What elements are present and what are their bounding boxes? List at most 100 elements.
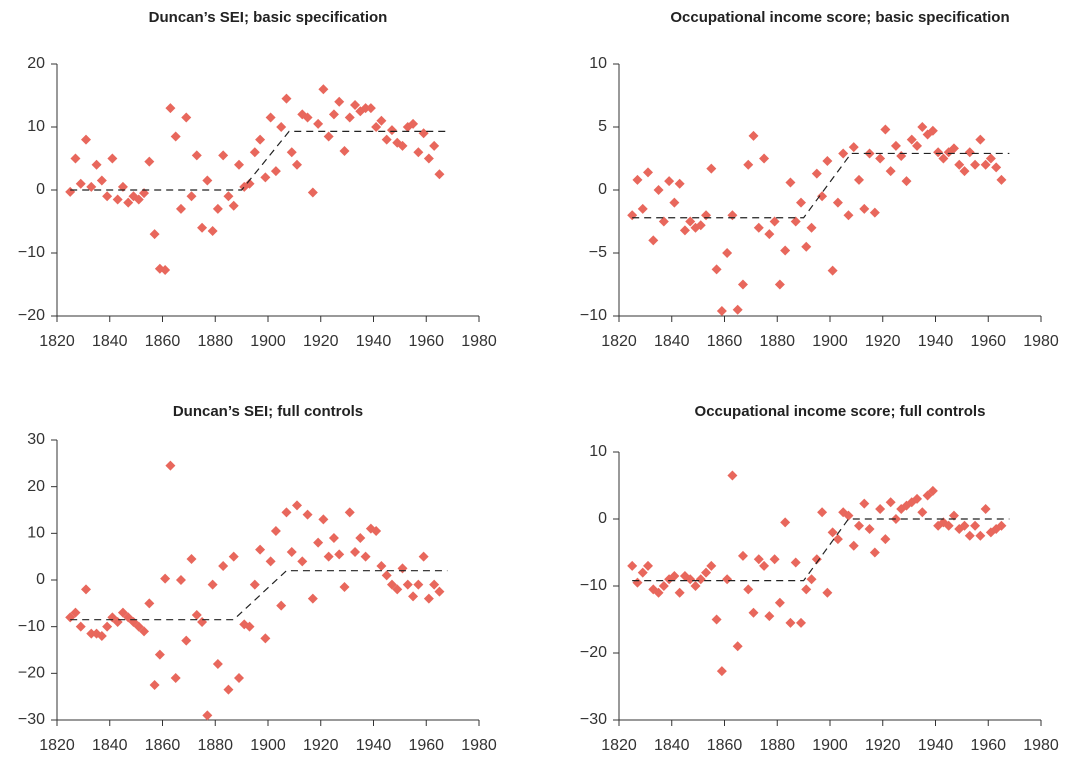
point bbox=[653, 587, 664, 598]
x-tick-label: 1880 bbox=[759, 333, 795, 350]
point bbox=[674, 178, 685, 189]
point bbox=[260, 633, 271, 644]
point bbox=[339, 145, 350, 156]
point bbox=[423, 153, 434, 164]
point bbox=[695, 574, 706, 585]
x-tick-label: 1900 bbox=[812, 333, 848, 350]
point bbox=[96, 631, 107, 641]
point bbox=[996, 520, 1007, 531]
point bbox=[927, 125, 938, 136]
point bbox=[632, 174, 643, 185]
point bbox=[186, 554, 197, 564]
point bbox=[743, 584, 754, 595]
point bbox=[959, 166, 970, 177]
x-tick-label: 1860 bbox=[145, 333, 181, 350]
point bbox=[627, 560, 638, 571]
y-tick-label: −30 bbox=[18, 711, 45, 728]
point bbox=[627, 210, 638, 221]
point bbox=[144, 156, 155, 167]
point bbox=[806, 222, 817, 233]
x-tick-label: 1840 bbox=[654, 737, 690, 754]
point bbox=[265, 556, 276, 567]
point bbox=[334, 96, 345, 107]
x-tick-label: 1980 bbox=[1023, 333, 1059, 350]
y-tick-label: 0 bbox=[36, 571, 45, 588]
point bbox=[376, 561, 387, 571]
point bbox=[102, 621, 113, 632]
point bbox=[139, 188, 150, 199]
point bbox=[685, 574, 696, 585]
x-tick-label: 1980 bbox=[1023, 737, 1059, 754]
point bbox=[832, 197, 843, 208]
point bbox=[307, 593, 318, 604]
point bbox=[244, 621, 255, 632]
point bbox=[869, 207, 880, 218]
point bbox=[313, 118, 324, 129]
point bbox=[658, 581, 669, 591]
x-tick-label: 1880 bbox=[759, 737, 795, 754]
point bbox=[637, 567, 648, 578]
point bbox=[255, 544, 266, 555]
x-tick-label: 1960 bbox=[408, 333, 444, 350]
point bbox=[827, 527, 838, 538]
point bbox=[107, 153, 118, 164]
fit-line bbox=[70, 570, 448, 621]
point bbox=[197, 617, 208, 627]
x-tick-label: 1900 bbox=[250, 333, 286, 350]
point bbox=[149, 229, 160, 240]
point bbox=[191, 150, 202, 161]
point bbox=[371, 122, 382, 132]
point bbox=[371, 526, 382, 536]
point bbox=[86, 628, 97, 639]
point bbox=[175, 575, 186, 585]
point bbox=[822, 156, 833, 167]
point bbox=[402, 579, 413, 590]
x-tick-label: 1960 bbox=[970, 737, 1006, 754]
point bbox=[817, 507, 828, 518]
point bbox=[270, 166, 281, 177]
point bbox=[133, 194, 144, 205]
point bbox=[202, 175, 213, 186]
point bbox=[827, 265, 838, 276]
point bbox=[260, 172, 271, 183]
point bbox=[780, 245, 791, 256]
point bbox=[233, 159, 244, 170]
point bbox=[769, 554, 780, 565]
point bbox=[912, 140, 923, 151]
point bbox=[648, 235, 659, 246]
point bbox=[690, 581, 701, 591]
point bbox=[669, 197, 680, 208]
point bbox=[906, 134, 917, 145]
point bbox=[397, 563, 408, 574]
point bbox=[81, 134, 92, 145]
point bbox=[864, 524, 875, 535]
y-tick-label: 10 bbox=[27, 525, 45, 542]
point bbox=[117, 181, 128, 192]
point bbox=[365, 103, 376, 114]
point bbox=[350, 99, 361, 110]
point bbox=[318, 84, 329, 95]
point bbox=[233, 673, 244, 683]
point bbox=[65, 186, 76, 197]
x-tick-label: 1980 bbox=[461, 333, 497, 350]
point bbox=[996, 174, 1007, 185]
y-tick-label: 20 bbox=[27, 478, 45, 495]
point bbox=[292, 500, 303, 511]
point bbox=[249, 579, 260, 590]
x-tick-label: 1860 bbox=[145, 737, 181, 754]
point bbox=[722, 248, 733, 258]
point bbox=[408, 118, 419, 129]
point bbox=[297, 556, 308, 567]
point bbox=[212, 203, 223, 214]
point bbox=[653, 185, 664, 195]
point bbox=[737, 279, 748, 290]
point bbox=[980, 503, 991, 514]
point bbox=[727, 470, 738, 481]
point bbox=[112, 194, 123, 205]
point bbox=[75, 178, 86, 189]
point bbox=[859, 203, 870, 214]
point bbox=[632, 577, 643, 588]
fit-line bbox=[632, 518, 1010, 582]
point bbox=[959, 520, 970, 531]
point bbox=[255, 134, 266, 145]
